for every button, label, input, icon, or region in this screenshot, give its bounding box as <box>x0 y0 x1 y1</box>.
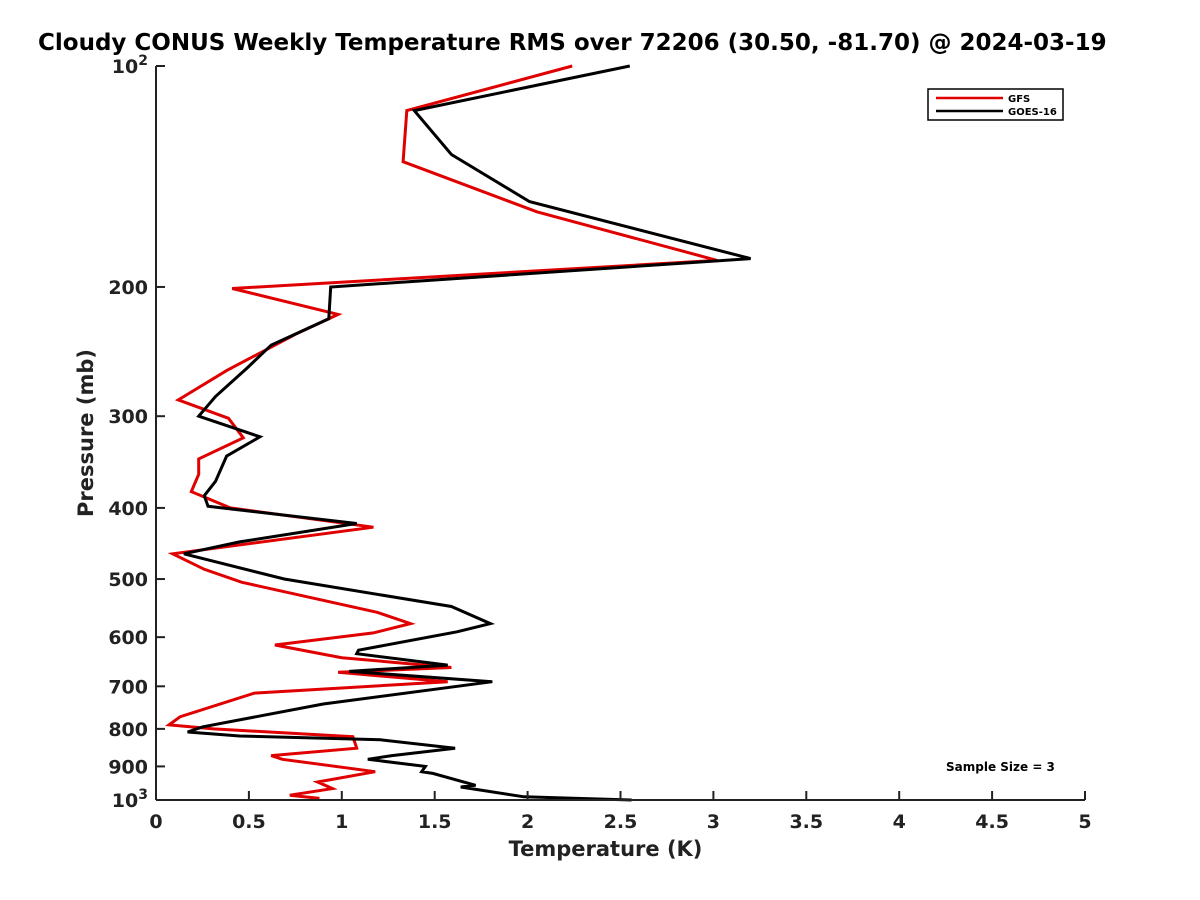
y-tick-label: 300 <box>108 406 148 428</box>
y-tick-label: 400 <box>108 498 148 520</box>
y-tick-label: 700 <box>108 676 148 698</box>
x-tick-label: 1 <box>335 811 348 833</box>
y-tick-label: 200 <box>108 277 148 299</box>
legend-label: GOES-16 <box>1008 107 1057 118</box>
annotation-layer: Sample Size = 3 <box>946 760 1055 774</box>
y-tick-label: 600 <box>108 627 148 649</box>
sample-size-annotation: Sample Size = 3 <box>946 760 1055 774</box>
chart-title: Cloudy CONUS Weekly Temperature RMS over… <box>38 30 1107 56</box>
x-tick-label: 4 <box>893 811 906 833</box>
legend: GFS GOES-16 <box>927 88 1064 121</box>
y-tick-label: 103 <box>112 787 148 812</box>
x-tick-label: 2.5 <box>604 811 638 833</box>
y-tick-label: 500 <box>108 569 148 591</box>
y-tick-label: 102 <box>112 53 148 78</box>
series-layer <box>164 64 751 802</box>
x-tick-label: 0 <box>149 811 162 833</box>
x-tick-label: 1.5 <box>418 811 452 833</box>
legend-box <box>927 88 1064 121</box>
y-tick-label: 800 <box>108 719 148 741</box>
series-line-goes-16 <box>183 64 751 802</box>
x-tick-label: 2 <box>521 811 534 833</box>
x-tick-label: 0.5 <box>232 811 266 833</box>
axes-layer: 0 0.5 1 1.5 2 2.5 3 3.5 4 4.5 5 102 200 300 400 500 600 7… <box>74 53 1092 861</box>
x-tick-label: 3 <box>707 811 720 833</box>
x-tick-label: 3.5 <box>789 811 823 833</box>
y-tick-label: 900 <box>108 756 148 778</box>
x-tick-label: 4.5 <box>975 811 1009 833</box>
y-axis-label: Pressure (mb) <box>74 349 98 517</box>
legend-label: GFS <box>1008 94 1030 105</box>
x-tick-label: 5 <box>1078 811 1091 833</box>
x-axis-label: Temperature (K) <box>509 837 703 861</box>
